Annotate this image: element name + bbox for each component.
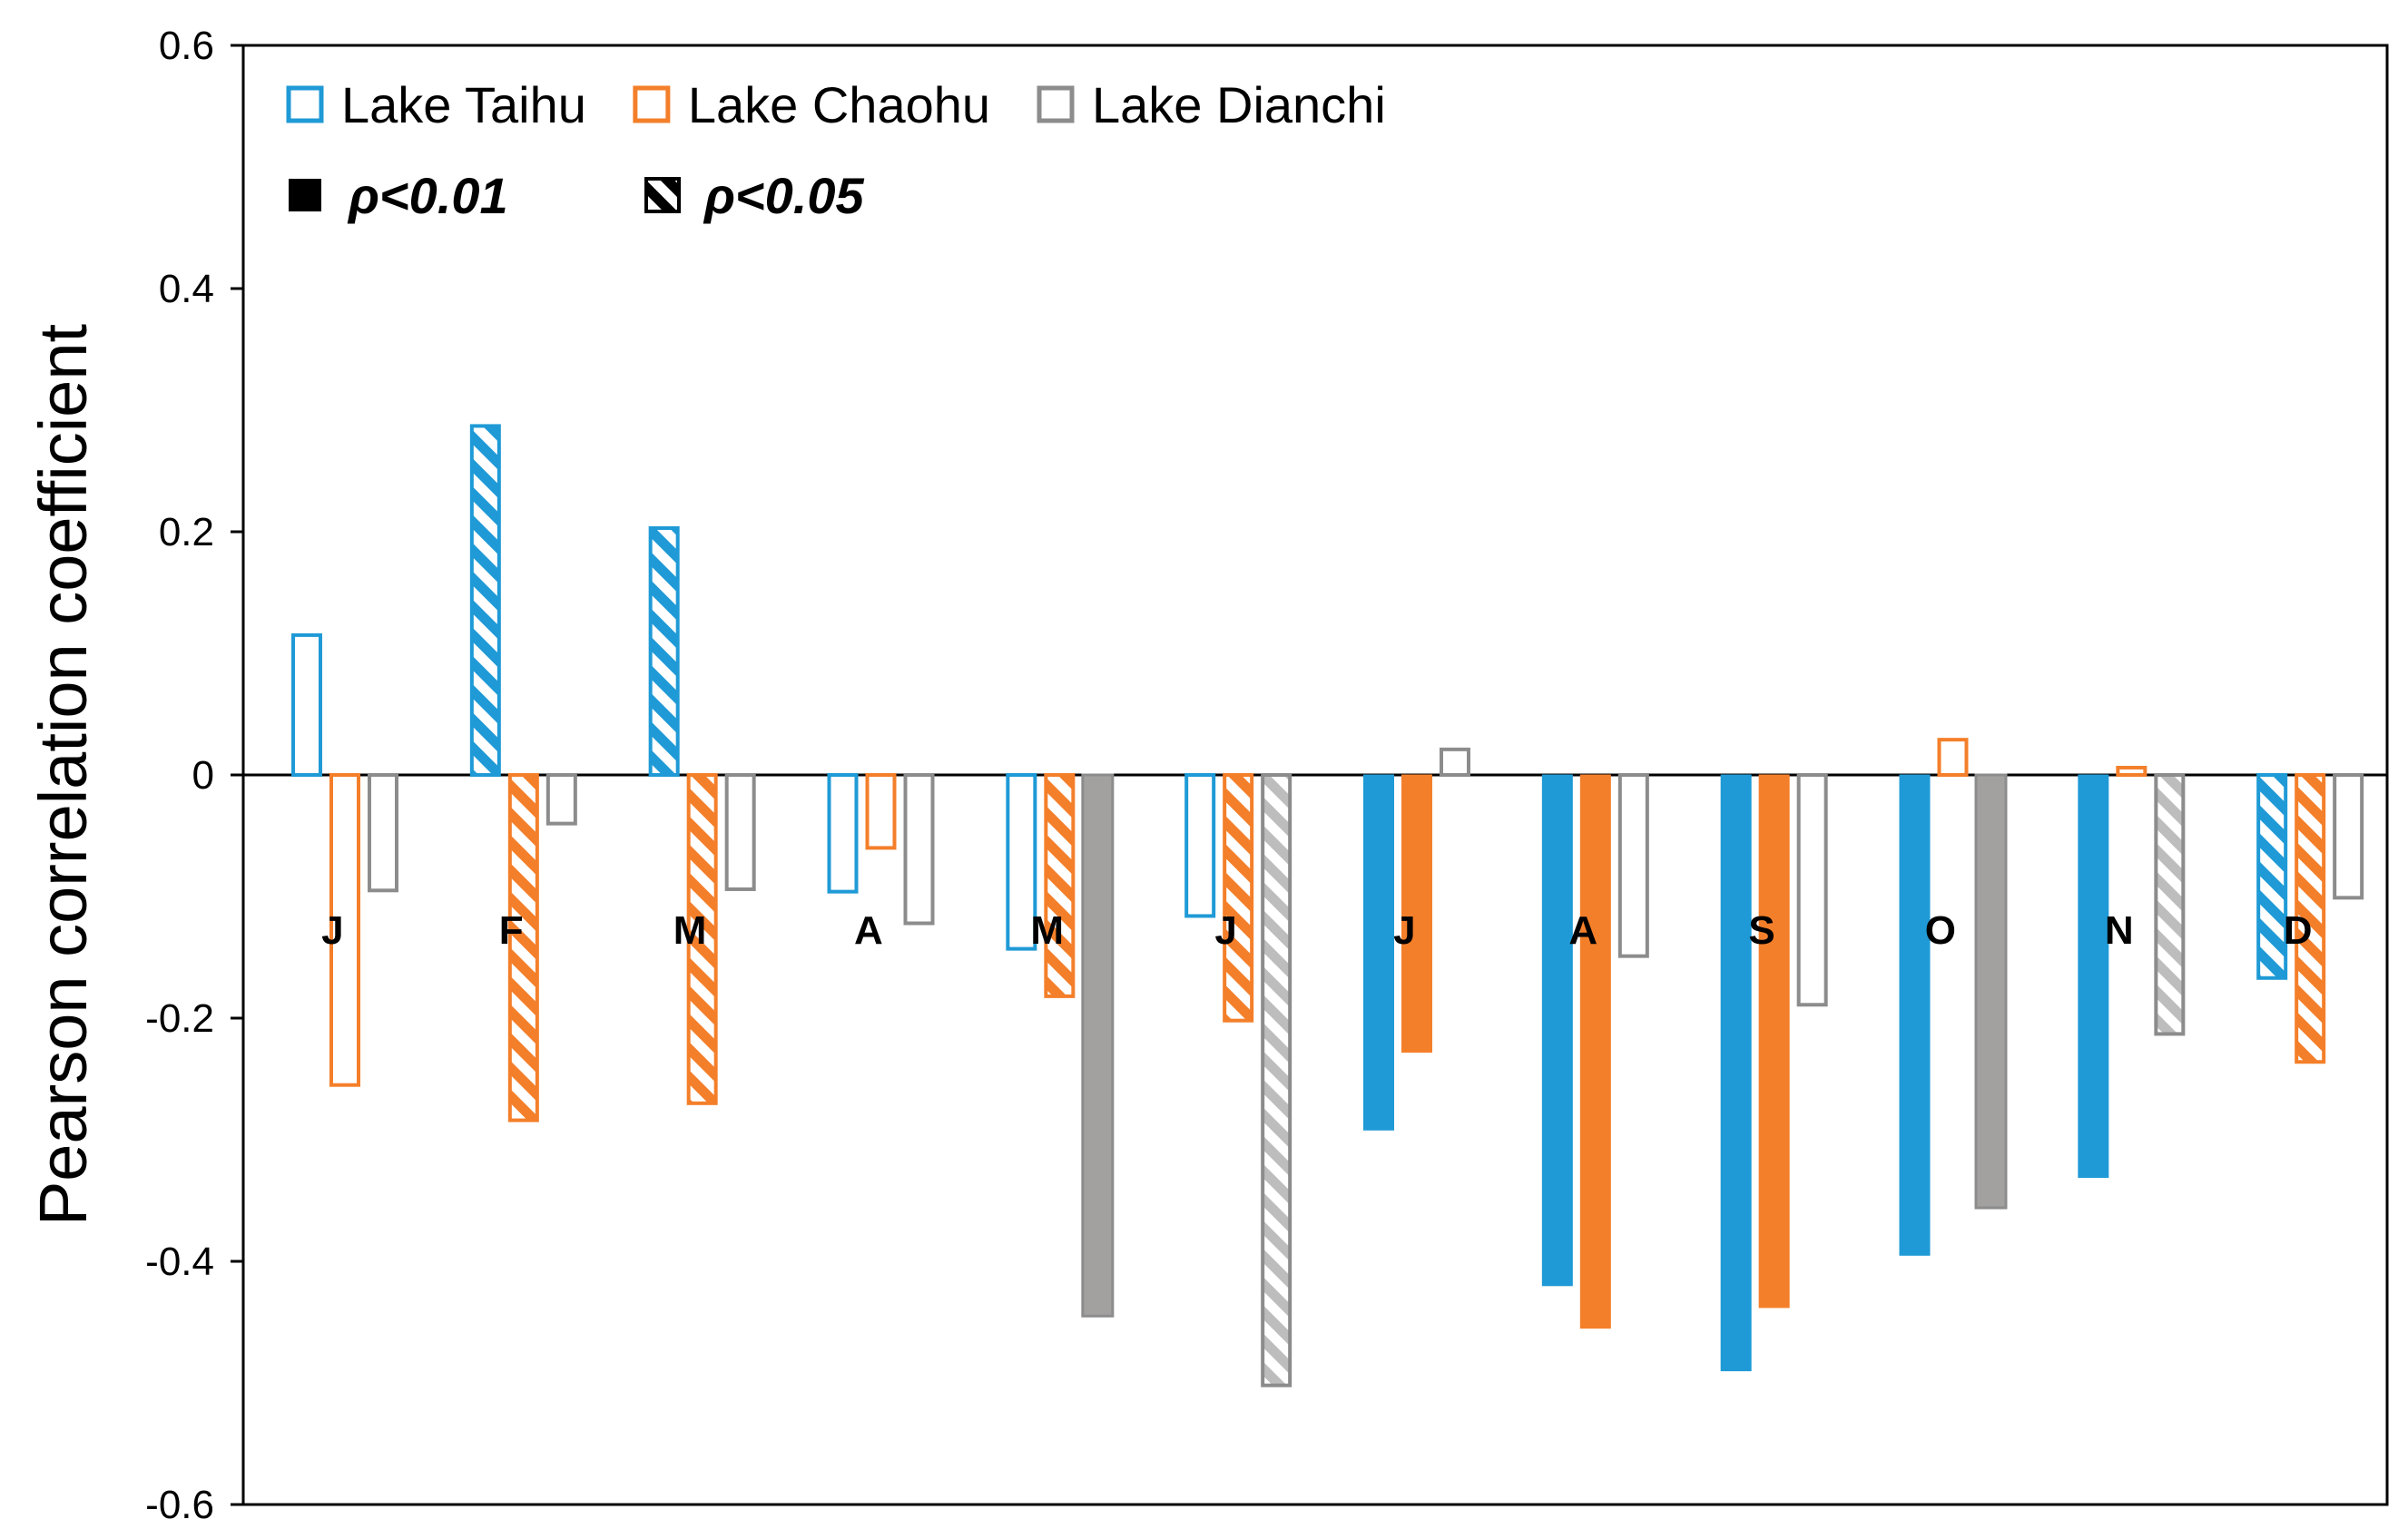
bar-lake-dianchi-12 <box>2333 773 2364 900</box>
month-label: J <box>1214 908 1236 953</box>
y-tick-label: 0.4 <box>159 267 214 311</box>
legend-swatch-solid <box>289 179 321 211</box>
bar-lake-chaohu-12 <box>2295 773 2326 1064</box>
y-tick-label: 0.6 <box>159 24 214 68</box>
legend-swatch <box>286 85 324 123</box>
bar-lake-taihu-2 <box>469 424 501 777</box>
bar-lake-taihu-8 <box>1541 774 1573 1287</box>
bar-lake-dianchi-11 <box>2154 773 2186 1036</box>
legend-item-p01: ρ<0.01 <box>289 167 508 224</box>
y-tick-label: -0.6 <box>145 1483 214 1527</box>
bar-lake-chaohu-7 <box>1401 774 1432 1054</box>
bar-lake-chaohu-5 <box>1044 773 1076 998</box>
month-label: F <box>499 908 524 953</box>
bar-lake-taihu-3 <box>648 525 680 777</box>
month-label: J <box>1393 908 1415 953</box>
month-label: M <box>673 908 707 953</box>
legend-item-lake-taihu: Lake Taihu <box>286 76 586 133</box>
bar-lake-dianchi-2 <box>545 773 577 826</box>
bar-lake-chaohu-6 <box>1223 773 1254 1023</box>
y-axis-title: Pearson correlation coefficient <box>25 324 101 1227</box>
bar-lake-dianchi-4 <box>903 773 935 926</box>
bar-lake-taihu-5 <box>1006 773 1037 951</box>
legend-label: Lake Chaohu <box>688 76 990 133</box>
month-label: O <box>1925 908 1956 953</box>
month-label: N <box>2105 908 2134 953</box>
y-tick-label: 0 <box>192 753 214 798</box>
bar-lake-dianchi-6 <box>1261 773 1292 1387</box>
bar-lake-dianchi-7 <box>1440 747 1470 777</box>
month-label: A <box>854 908 883 953</box>
legend-label-p05: ρ<0.05 <box>703 167 864 224</box>
bar-lake-dianchi-5 <box>1081 773 1115 1318</box>
bar-lake-chaohu-11 <box>2116 765 2148 778</box>
legend-label: Lake Dianchi <box>1092 76 1386 133</box>
bar-lake-taihu-12 <box>2256 773 2288 980</box>
y-tick-label: -0.4 <box>145 1240 214 1284</box>
bar-lake-chaohu-8 <box>1579 774 1611 1329</box>
month-label: M <box>1030 908 1064 953</box>
bar-lake-chaohu-9 <box>1758 774 1790 1309</box>
bar-lake-taihu-11 <box>2078 774 2109 1179</box>
legend-swatch <box>1037 85 1075 123</box>
bar-lake-dianchi-1 <box>368 773 398 893</box>
bar-lake-dianchi-10 <box>1974 773 2008 1210</box>
bar-lake-dianchi-3 <box>724 773 756 891</box>
bar-lake-taihu-9 <box>1720 774 1752 1372</box>
month-label: J <box>321 908 343 953</box>
bar-lake-chaohu-3 <box>686 773 718 1105</box>
bar-lake-taihu-4 <box>827 773 859 894</box>
legend-item-lake-dianchi: Lake Dianchi <box>1037 76 1386 133</box>
legend-swatch <box>633 85 671 123</box>
month-label: D <box>2284 908 2313 953</box>
month-label: S <box>1748 908 1774 953</box>
legend-swatch-hatched <box>644 177 681 213</box>
bar-lake-dianchi-9 <box>1796 773 1828 1007</box>
month-label: A <box>1568 908 1597 953</box>
bar-lake-chaohu-2 <box>507 773 539 1122</box>
bar-lake-dianchi-8 <box>1617 773 1649 958</box>
legend-item-p05: ρ<0.05 <box>644 167 864 224</box>
y-tick-label: -0.2 <box>145 996 214 1041</box>
bar-lake-taihu-7 <box>1363 774 1394 1131</box>
legend-label: Lake Taihu <box>341 76 586 133</box>
bar-lake-chaohu-4 <box>865 773 897 850</box>
bar-lake-chaohu-1 <box>329 773 360 1087</box>
bar-lake-taihu-1 <box>291 632 322 778</box>
legend-item-lake-chaohu: Lake Chaohu <box>633 76 990 133</box>
bar-lake-taihu-10 <box>1899 774 1931 1256</box>
y-tick-label: 0.2 <box>159 510 214 554</box>
legend-label-p01: ρ<0.01 <box>347 167 508 224</box>
bar-lake-chaohu-10 <box>1937 738 1969 778</box>
bar-lake-taihu-6 <box>1184 773 1216 918</box>
